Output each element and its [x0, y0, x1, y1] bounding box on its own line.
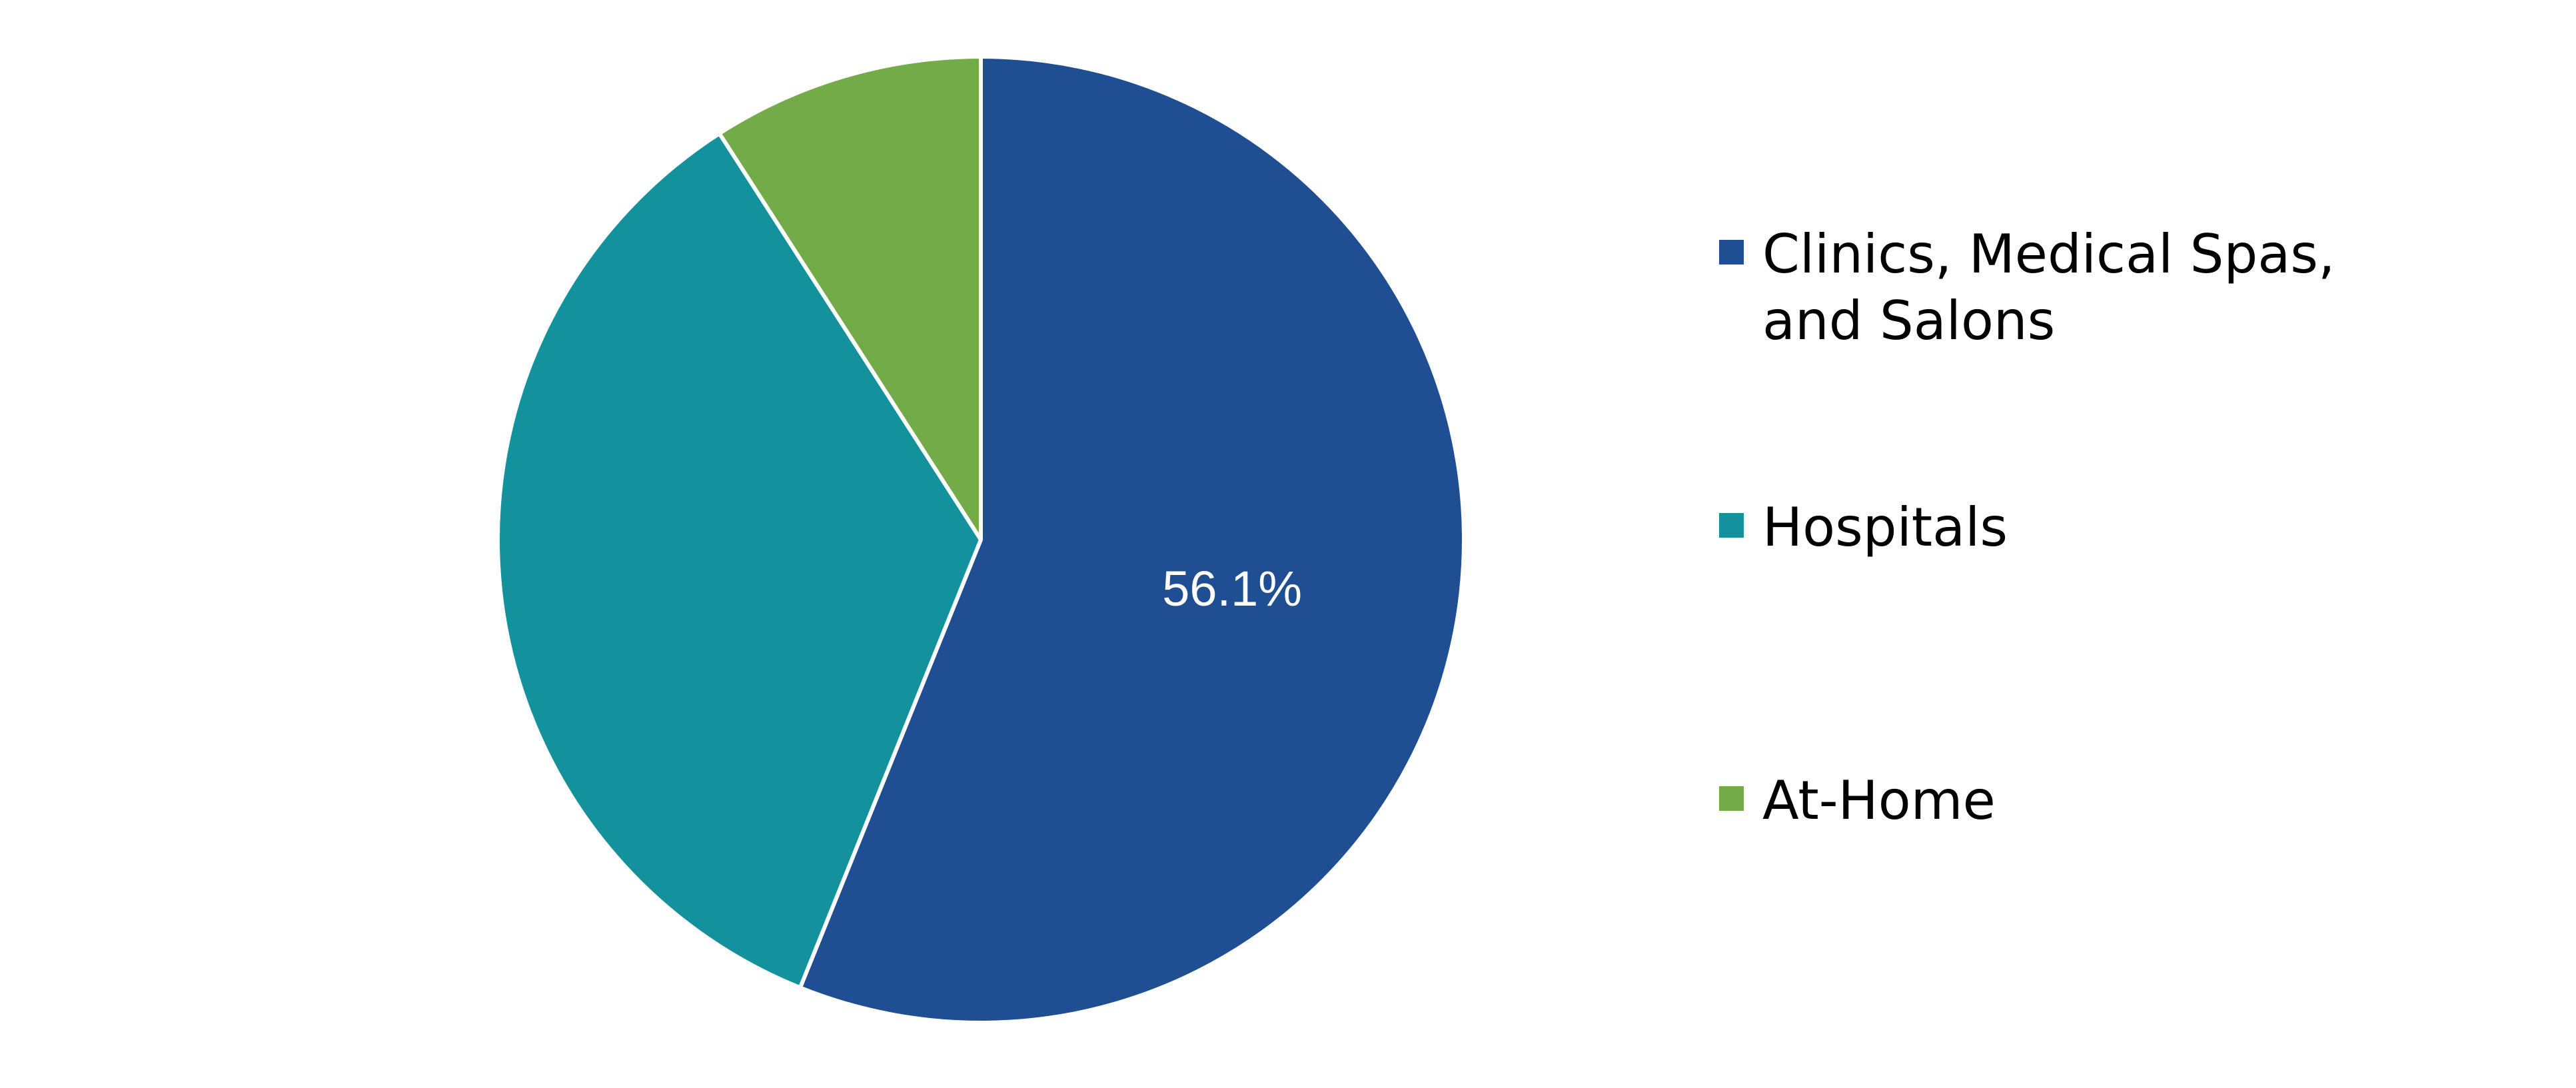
pie-slice-at-home	[717, 55, 983, 542]
legend-label-clinics: Clinics, Medical Spas, and Salons	[1762, 223, 2335, 352]
legend-label-hospitals: Hospitals	[1762, 496, 2008, 558]
legend-label-at-home: At-Home	[1762, 770, 1996, 831]
legend-swatch-clinics	[1719, 240, 1744, 265]
legend-swatch-hospitals	[1719, 513, 1744, 538]
pie-slice-clinics	[798, 55, 1466, 1025]
legend-item-at-home: At-Home	[1719, 768, 2395, 834]
data-label-clinics: 56.1%	[1162, 561, 1302, 616]
legend-swatch-at-home	[1719, 786, 1744, 811]
legend-item-clinics: Clinics, Medical Spas, and Salons	[1719, 221, 2395, 354]
pie-slice-hospitals	[496, 131, 983, 990]
chart-legend: Clinics, Medical Spas, and Salons Hospit…	[1719, 0, 2519, 1088]
legend-item-hospitals: Hospitals	[1719, 494, 2395, 561]
